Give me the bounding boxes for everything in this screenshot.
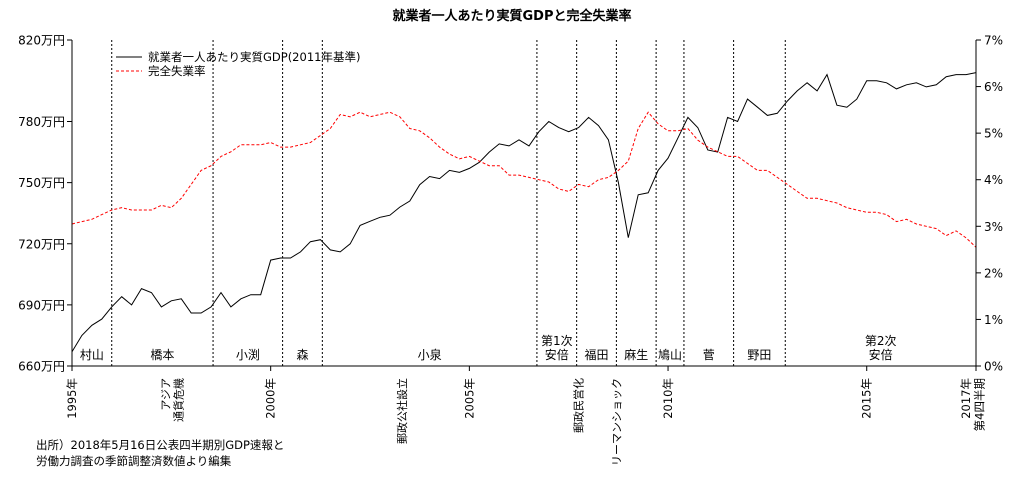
- y-right-tick-label: 3%: [984, 220, 1003, 234]
- period-label: 小泉: [418, 348, 442, 362]
- event-label: リーマンショック: [610, 378, 623, 466]
- y-right-tick-label: 2%: [984, 266, 1003, 280]
- y-right-tick-label: 0%: [984, 360, 1003, 374]
- x-tick-label: 2005年: [462, 378, 476, 419]
- y-right-tick-label: 1%: [984, 313, 1003, 327]
- period-label: 村山: [80, 348, 104, 362]
- y-right-tick-label: 7%: [984, 34, 1003, 48]
- y-left-tick-label: 820万円: [18, 34, 65, 48]
- period-label: 麻生: [624, 347, 648, 362]
- x-tick-label: 2017年: [959, 378, 973, 419]
- period-label: 野田: [747, 348, 771, 362]
- period-boundaries: [111, 40, 786, 366]
- period-label: 第1次: [541, 334, 573, 348]
- y-right-tick-label: 5%: [984, 127, 1003, 141]
- y-left-tick-label: 780万円: [18, 115, 65, 129]
- x-tick-label: 2000年: [264, 378, 278, 419]
- y-right-tick-label: 4%: [984, 173, 1003, 187]
- period-label-line2: 安倍: [869, 347, 893, 362]
- series-line-gdp: [71, 72, 977, 352]
- source-line-1: 出所）2018年5月16日公表四半期別GDP速報と: [36, 438, 284, 452]
- x-tick-label: 第4四半期: [973, 378, 987, 431]
- event-label: アジア: [159, 378, 172, 411]
- y-left-tick-label: 750万円: [18, 176, 65, 190]
- axes-layer: 660万円 690万円 720万円 750万円 780万円 820万円 0% 1% 2% 3% 4%…: [18, 34, 1003, 374]
- period-label: 小渕: [236, 348, 260, 362]
- labels-layer: 1995年 2000年 2005年 2010年 2015年 2017年 第4四半期 アジア 通貨…: [65, 334, 987, 466]
- period-label: 橋本: [150, 348, 174, 362]
- legend-label-unemployment: 完全失業率: [148, 64, 206, 78]
- legend-label-gdp: 就業者一人あたり実質GDP(2011年基準): [148, 50, 360, 64]
- series-layer: [71, 72, 977, 352]
- x-tick-label: 1995年: [65, 378, 79, 419]
- period-label: 福田: [585, 347, 609, 362]
- event-label: 通貨危機: [171, 378, 185, 422]
- y-left-tick-label: 690万円: [18, 298, 65, 312]
- x-tick-label: 2015年: [860, 378, 874, 419]
- source-note: 出所）2018年5月16日公表四半期別GDP速報と 労働力調査の季節調整済数値よ…: [36, 438, 284, 468]
- period-label: 鳩山: [658, 348, 682, 362]
- event-label: 郵政公社設立: [395, 378, 409, 444]
- y-right-tick-label: 6%: [984, 80, 1003, 94]
- legend: 就業者一人あたり実質GDP(2011年基準) 完全失業率: [116, 50, 360, 78]
- chart-title: 就業者一人あたり実質GDPと完全失業率: [393, 8, 632, 24]
- y-left-tick-label: 660万円: [18, 360, 65, 374]
- period-label: 菅: [703, 348, 715, 362]
- event-label: 郵政民営化: [572, 378, 586, 433]
- y-left-tick-label: 720万円: [18, 237, 65, 251]
- period-label: 森: [296, 347, 308, 362]
- period-label-line2: 安倍: [545, 347, 569, 362]
- x-tick-label: 2010年: [661, 378, 675, 419]
- source-line-2: 労働力調査の季節調整済数値より編集: [36, 454, 232, 468]
- period-label: 第2次: [865, 334, 897, 348]
- series-line-unemployment: [71, 111, 977, 248]
